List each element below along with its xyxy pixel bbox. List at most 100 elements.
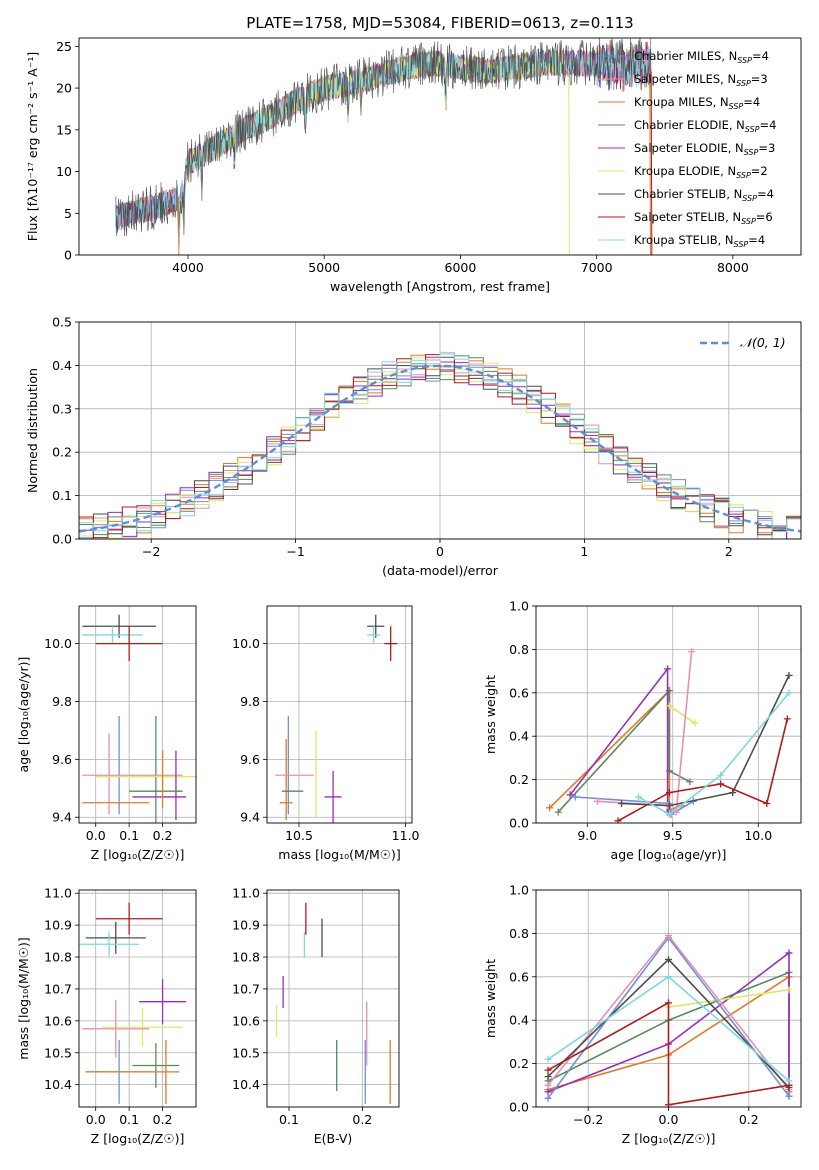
- x-tick-label: −2: [142, 544, 160, 559]
- series-marker: [665, 999, 672, 1007]
- x-tick-label: 10.0: [744, 828, 772, 843]
- y-tick-label: 10.0: [44, 636, 72, 651]
- series-line: [621, 675, 790, 807]
- legend-label: Salpeter ELODIE, NSSP=3: [634, 141, 775, 157]
- series-marker: [785, 986, 793, 994]
- series-marker: [686, 778, 694, 786]
- legend-sub: SSP: [737, 56, 752, 65]
- y-tick-label: 0.4: [509, 1013, 529, 1028]
- legend-eq: =4: [748, 233, 765, 247]
- y-tick-label: 10.5: [44, 1045, 72, 1060]
- age-vs-Z-points: [82, 614, 196, 823]
- series-marker: [785, 1092, 793, 1100]
- x-axis-label: Z [log₁₀(Z/Z☉)]: [91, 1131, 185, 1146]
- y-tick-label: 10.7: [44, 981, 72, 996]
- y-tick-label: 10.4: [44, 1077, 72, 1092]
- series-marker: [785, 949, 793, 957]
- y-axis-label: mass [log₁₀(M/M☉)]: [16, 937, 31, 1059]
- mass-vs-Z-points: [79, 902, 186, 1104]
- y-tick-label: 10.8: [44, 950, 72, 965]
- legend-text: Chabrier MILES, N: [634, 49, 737, 63]
- series-marker: [544, 1055, 552, 1063]
- y-tick-label: 11.0: [44, 886, 72, 901]
- series-marker: [544, 1066, 552, 1074]
- y-tick-label: 10.6: [232, 1013, 260, 1028]
- chart-title: PLATE=1758, MJD=53084, FIBERID=0613, z=0…: [246, 14, 633, 32]
- spectrum-line-chabrier-stelib: [115, 38, 652, 237]
- y-axis-label: age [log₁₀(age/yr)]: [16, 657, 31, 773]
- legend-label: Kroupa ELODIE, NSSP=2: [634, 164, 768, 180]
- legend-label: Chabrier ELODIE, NSSP=4: [634, 118, 776, 134]
- age-vs-Z-axes: 0.0 0.1 0.2 9.4 9.6 9.8 10.0 Z [log₁₀(Z/Z☉)] age…: [16, 606, 196, 862]
- y-tick-label: 10.7: [232, 981, 260, 996]
- x-axis-label: Z [log₁₀(Z/Z☉)]: [91, 847, 185, 862]
- x-tick-label: 8000: [717, 260, 749, 275]
- x-tick-label: 1: [580, 544, 588, 559]
- y-tick-label: 10.8: [232, 950, 260, 965]
- y-tick-label: 9.6: [240, 752, 260, 767]
- histogram-step: [79, 351, 801, 537]
- legend-eq: =6: [756, 210, 773, 224]
- y-tick-label: 9.6: [52, 752, 72, 767]
- age-vs-mass-points: [275, 614, 398, 823]
- x-axis-label: age [log₁₀(age/yr)]: [611, 847, 727, 862]
- series-marker: [665, 802, 673, 810]
- series-line: [668, 989, 790, 1008]
- legend-text: Kroupa MILES, N: [634, 95, 729, 109]
- x-tick-label: 0.1: [119, 1112, 139, 1127]
- legend-sub: SSP: [742, 194, 757, 203]
- x-axis-label: wavelength [Angstrom, rest frame]: [330, 279, 550, 294]
- spectrum-spike: [568, 71, 570, 255]
- series-marker: [546, 804, 554, 812]
- y-axis-label: Flux [fλ10⁻¹⁷ erg cm⁻² s⁻¹ A⁻¹]: [25, 52, 40, 241]
- legend-eq: =4: [760, 118, 777, 132]
- histogram-lines: [79, 351, 801, 539]
- legend-eq: =3: [758, 141, 775, 155]
- y-tick-label: 20: [56, 81, 72, 96]
- age-vs-Z-frame: [78, 605, 197, 824]
- y-tick-label: 10.0: [232, 636, 260, 651]
- series-marker: [763, 799, 771, 807]
- residuals-axes: −2 −1 0 1 2 0.0 0.1 0.2 0.3 0.4 0.5 (data-model)/er…: [25, 315, 801, 578]
- x-axis-label: E(B-V): [314, 1131, 353, 1146]
- series-marker: [544, 1081, 552, 1089]
- series-marker: [665, 789, 673, 797]
- x-tick-label: 0.0: [659, 1112, 679, 1127]
- y-tick-label: 5: [64, 206, 72, 221]
- y-tick-label: 0.2: [509, 772, 529, 787]
- series-line: [638, 692, 790, 816]
- age-vs-mass-frame: [266, 605, 413, 824]
- x-tick-label: 5000: [308, 260, 340, 275]
- weight-vs-age-series: [546, 648, 793, 823]
- y-axis-label: Normed distribution: [25, 368, 40, 493]
- y-tick-label: 1.0: [509, 599, 529, 614]
- x-tick-label: 9.5: [663, 828, 683, 843]
- mass-vs-EBV-points: [275, 902, 391, 1104]
- series-marker: [635, 793, 643, 801]
- legend-label: 𝒩(0, 1): [740, 335, 786, 350]
- series-line: [597, 651, 693, 814]
- age-vs-mass-axes: 10.5 11.0 9.4 9.6 9.8 10.0 mass [log₁₀(M/M☉)]: [232, 606, 420, 862]
- y-tick-label: 0.8: [509, 642, 529, 657]
- spectrum-frame: [78, 37, 802, 256]
- series-marker: [544, 1094, 552, 1102]
- x-tick-label: 0.2: [153, 1112, 173, 1127]
- x-tick-label: 10.5: [285, 828, 313, 843]
- series-marker: [729, 789, 737, 797]
- y-tick-label: 0.6: [509, 969, 529, 984]
- residuals-frame: [78, 321, 802, 540]
- legend-label: Chabrier MILES, NSSP=4: [634, 49, 769, 65]
- series-marker: [544, 1073, 552, 1081]
- y-tick-label: 10: [56, 164, 72, 179]
- x-tick-label: 0.2: [153, 828, 173, 843]
- legend-sub: SSP: [736, 171, 751, 180]
- series-marker: [665, 1101, 672, 1107]
- y-tick-label: 0.1: [52, 488, 72, 503]
- legend-eq: =2: [751, 164, 768, 178]
- series-marker: [554, 808, 562, 816]
- y-tick-label: 0.0: [509, 816, 529, 831]
- series-line: [575, 796, 694, 816]
- legend-label: Salpeter STELIB, NSSP=6: [634, 210, 773, 226]
- series-line: [668, 705, 696, 724]
- legend-text: Kroupa STELIB, N: [634, 233, 734, 247]
